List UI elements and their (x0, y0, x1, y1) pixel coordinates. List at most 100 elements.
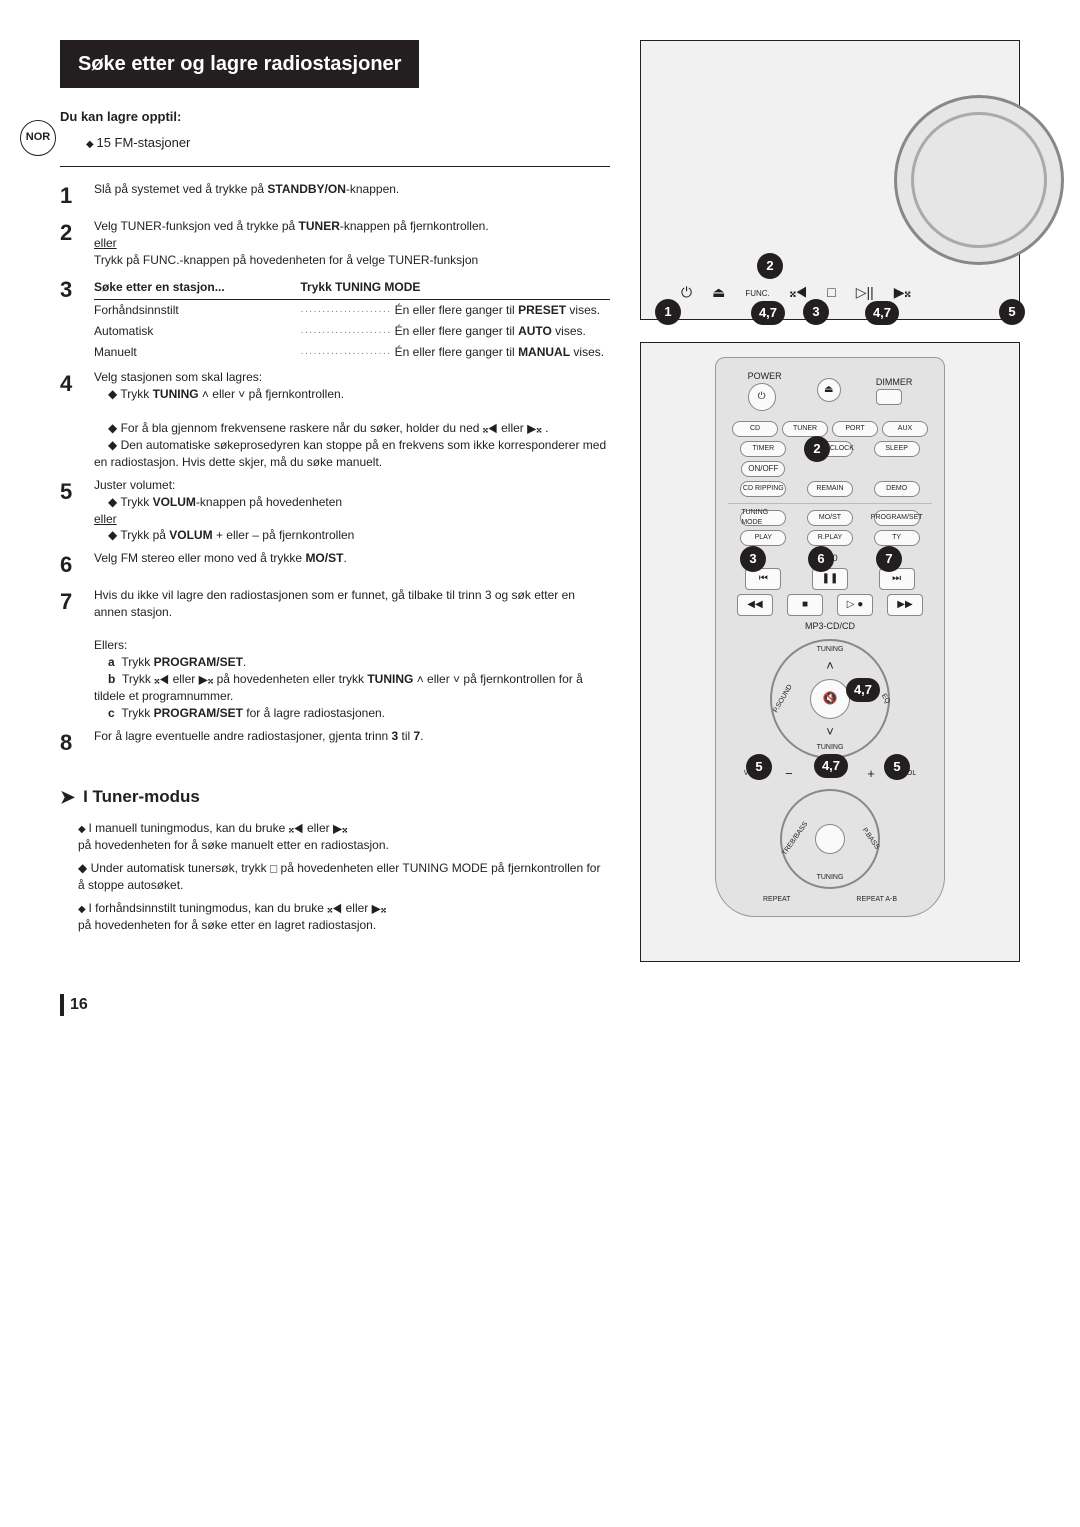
skip-back-icon: 𝄪◀ (483, 422, 498, 436)
marker: 2 (804, 436, 830, 462)
up-icon: ˄ (826, 657, 834, 675)
step7-body: Hvis du ikke vil lagre den radiostasjone… (94, 587, 610, 722)
fastfwd-button[interactable]: ▶▶ (887, 594, 923, 616)
bass-ring[interactable]: TREB/BASS P.BASS TUNING (780, 789, 880, 889)
remote-button[interactable]: DEMO (874, 481, 920, 497)
tuner-heading: ➤ I Tuner-modus (60, 785, 610, 810)
marker: 3 (740, 546, 766, 572)
table-cell: ····················· Én eller flere gan… (300, 321, 610, 342)
marker: 4,7 (846, 678, 880, 702)
down-icon: ˅ (238, 388, 245, 402)
marker: 5 (884, 754, 910, 780)
step1-body: Slå på systemet ved å trykke på STANDBY/… (94, 181, 610, 212)
func-label: FUNC. (745, 288, 769, 299)
table-cell: Manuelt (94, 342, 300, 363)
intro-bullet: 15 FM-stasjoner (86, 134, 610, 152)
chevron-icon: ➤ (60, 785, 75, 810)
tuner-item: ◆ Under automatisk tunersøk, trykk □ på … (78, 860, 610, 894)
mp3-label: MP3-CD/CD (722, 620, 938, 633)
marker: 7 (876, 546, 902, 572)
mute-button[interactable]: 🔇 (810, 679, 850, 719)
down-icon: ˅ (826, 723, 834, 741)
repeat-label: REPEAT (763, 895, 791, 905)
ring-bottom-label: TUNING (817, 873, 844, 883)
ring-bottom-label: TUNING (817, 743, 844, 753)
repeat-ab-label: REPEAT A-B (856, 895, 897, 905)
step2-body: Velg TUNER-funksjon ved å trykke på TUNE… (94, 218, 610, 268)
skip-back-icon: 𝄪◀ (790, 283, 808, 303)
dimmer-label: DIMMER (876, 376, 913, 389)
page-number: 16 (60, 994, 610, 1016)
step-number: 2 (60, 218, 84, 268)
remote-button[interactable]: PORT (832, 421, 878, 437)
marker: 4,7 (865, 301, 899, 325)
eject-button[interactable]: ⏏ (817, 378, 841, 402)
step4-body: Velg stasjonen som skal lagres: ◆ Trykk … (94, 369, 610, 471)
remote-button[interactable]: PLAY (740, 530, 786, 546)
table-cell: Forhåndsinnstilt (94, 300, 300, 322)
tuner-list: I manuell tuningmodus, kan du bruke 𝄪◀ e… (78, 820, 610, 934)
remote-button[interactable]: REMAIN (807, 481, 853, 497)
marker: 2 (757, 253, 783, 279)
remote-button[interactable]: TY (874, 530, 920, 546)
remote-button[interactable]: TIMER (740, 441, 786, 457)
table-cell: ····················· Én eller flere gan… (300, 342, 610, 363)
step-number: 7 (60, 587, 84, 722)
device-illustration: ⏻ ⏏ FUNC. 𝄪◀ □ ▷|| ▶𝄪 1 2 4,7 3 4,7 5 (640, 40, 1020, 320)
step-number: 5 (60, 477, 84, 544)
down-icon: ˅ (453, 672, 460, 686)
remote-button[interactable]: PROGRAM/SET (874, 510, 920, 526)
onoff-button[interactable]: ON/OFF (741, 461, 785, 477)
remote-button[interactable]: MO/ST (807, 510, 853, 526)
step8-body: For å lagre eventuelle andre radiostasjo… (94, 728, 610, 759)
language-badge: NOR (20, 120, 56, 156)
step-number: 3 (60, 275, 84, 364)
remote-button[interactable]: AUX (882, 421, 928, 437)
step-number: 1 (60, 181, 84, 212)
ring-left-label: P.SOUND (772, 683, 796, 715)
marker: 5 (999, 299, 1025, 325)
step-number: 6 (60, 550, 84, 581)
tuner-item: I manuell tuningmodus, kan du bruke 𝄪◀ e… (78, 820, 610, 854)
dimmer-button[interactable] (876, 389, 902, 405)
intro-heading: Du kan lagre opptil: (60, 108, 610, 126)
rec-button[interactable]: ▷ ● (837, 594, 873, 616)
skip-fwd-icon: ▶𝄪 (894, 283, 911, 303)
up-icon: ˄ (202, 388, 209, 402)
ring-left-label: TREB/BASS (780, 820, 811, 858)
remote-button[interactable]: SLEEP (874, 441, 920, 457)
skip-back-icon: 𝄪◀ (154, 672, 169, 686)
step6-body: Velg FM stereo eller mono ved å trykke M… (94, 550, 610, 581)
marker: 4,7 (751, 301, 785, 325)
stop-icon: □ (827, 283, 835, 303)
step3-table: Søke etter en stasjon... Trykk TUNING MO… (94, 275, 610, 364)
eject-icon: ⏏ (712, 283, 725, 303)
marker: 5 (746, 754, 772, 780)
step5-body: Juster volumet: ◆ Trykk VOLUM-knappen på… (94, 477, 610, 544)
skip-fwd-icon: ▶𝄪 (527, 422, 542, 436)
stop-button[interactable]: ■ (787, 594, 823, 616)
up-icon: ˄ (417, 672, 424, 686)
page-title: Søke etter og lagre radiostasjoner (60, 40, 419, 88)
next-track-button[interactable]: ⏭ (879, 568, 915, 590)
ring-right-label: EQ (878, 692, 892, 706)
remote-button[interactable]: TUNING MODE (740, 510, 786, 526)
table-cell: ····················· Én eller flere gan… (300, 300, 610, 322)
step-number: 8 (60, 728, 84, 759)
rewind-button[interactable]: ◀◀ (737, 594, 773, 616)
remote-button[interactable]: CD RIPPING (740, 481, 786, 497)
tuner-item: I forhåndsinnstilt tuningmodus, kan du b… (78, 900, 610, 934)
power-label: POWER (748, 370, 782, 383)
power-button[interactable]: ⏻ (748, 383, 776, 411)
skip-fwd-icon: ▶𝄪 (199, 672, 214, 686)
remote-illustration: POWER ⏻ ⏏ DIMMER CDTUNERPORTAUX TIMERTIM… (640, 342, 1020, 962)
remote-button[interactable]: CD (732, 421, 778, 437)
remote-button[interactable]: R.PLAY (807, 530, 853, 546)
volume-knob-icon (894, 95, 1064, 265)
ring-right-label: P.BASS (859, 826, 881, 852)
power-icon: ⏻ (681, 283, 692, 303)
remote-button[interactable]: TUNER (782, 421, 828, 437)
marker: 3 (803, 299, 829, 325)
step-number: 4 (60, 369, 84, 471)
play-icon: ▷|| (856, 283, 874, 303)
